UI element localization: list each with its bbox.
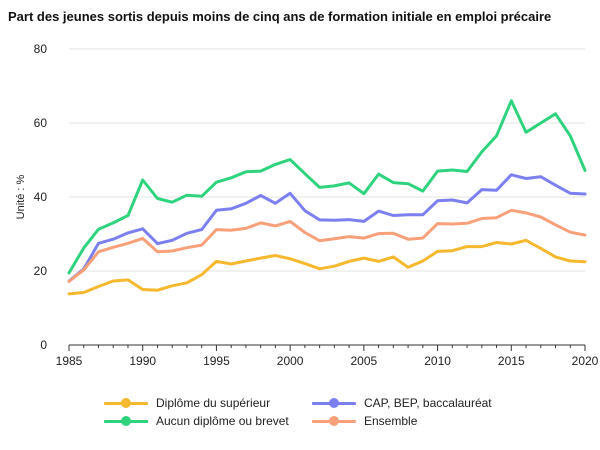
- legend-item-cap-bep-bac[interactable]: CAP, BEP, baccalauréat: [312, 396, 492, 410]
- x-tick-label: 1985: [56, 354, 83, 368]
- legend-label: Aucun diplôme ou brevet: [156, 414, 289, 428]
- series-line-0: [67, 238, 587, 296]
- series-lines: [67, 99, 587, 296]
- series-line-2: [67, 99, 587, 275]
- legend-swatch: [104, 397, 148, 409]
- x-tick-label: 2010: [424, 354, 451, 368]
- x-tick-label: 1990: [129, 354, 156, 368]
- series-line-1: [67, 173, 587, 283]
- legend-label: CAP, BEP, baccalauréat: [364, 396, 492, 410]
- x-tick-label: 2005: [351, 354, 378, 368]
- x-tick-label: 1995: [203, 354, 230, 368]
- legend-label: Diplôme du supérieur: [156, 396, 271, 410]
- y-tick-label: 0: [40, 338, 47, 352]
- y-tick-label: 60: [34, 116, 48, 130]
- chart-title: Part des jeunes sortis depuis moins de c…: [8, 9, 552, 24]
- y-tick-label: 80: [34, 42, 48, 56]
- legend-item-aucun-diplome[interactable]: Aucun diplôme ou brevet: [104, 414, 289, 428]
- legend-swatch: [104, 415, 148, 427]
- y-tick-label: 20: [34, 264, 48, 278]
- x-tick-label: 2020: [572, 354, 599, 368]
- axes: 0 20 40 60 80 1985 1990 1995 2000 2005 2010 2015 202…: [34, 42, 599, 368]
- legend-item-ensemble[interactable]: Ensemble: [312, 414, 417, 428]
- legend-item-diplome-superieur[interactable]: Diplôme du supérieur: [104, 396, 270, 410]
- y-tick-label: 40: [34, 190, 48, 204]
- legend-label: Ensemble: [364, 414, 418, 428]
- y-axis-label: Unité : %: [15, 174, 27, 219]
- gridlines: [69, 48, 585, 272]
- x-tick-label: 2015: [498, 354, 525, 368]
- series-line-3: [67, 208, 587, 283]
- legend-swatch: [312, 397, 356, 409]
- legend-swatch: [312, 415, 356, 427]
- x-tick-label: 2000: [277, 354, 304, 368]
